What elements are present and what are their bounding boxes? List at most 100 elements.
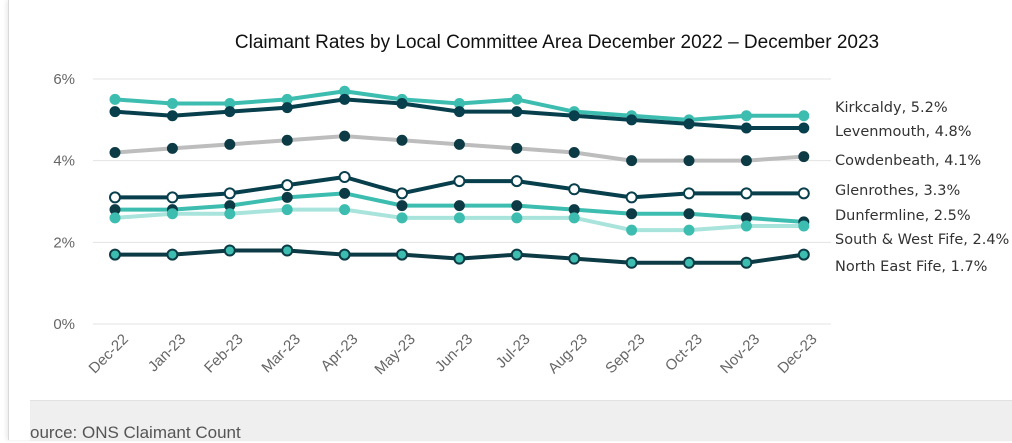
data-point xyxy=(683,208,695,220)
x-tick-label: Dec-23 xyxy=(774,331,820,377)
series-label: Glenrothes, 3.3% xyxy=(835,183,960,199)
data-point xyxy=(396,212,408,224)
data-point xyxy=(281,102,293,114)
series-label: North East Fife, 1.7% xyxy=(835,259,987,275)
data-point xyxy=(798,110,810,122)
data-point xyxy=(281,244,294,257)
data-point xyxy=(568,212,580,224)
x-tick-label: Apr-23 xyxy=(318,331,362,375)
data-point xyxy=(453,200,465,212)
x-tick-label: Feb-23 xyxy=(201,331,247,377)
data-point xyxy=(281,134,293,146)
data-point xyxy=(339,187,351,199)
data-point xyxy=(453,106,465,118)
data-point xyxy=(626,155,638,167)
y-tick-label: 0% xyxy=(53,316,75,333)
data-point xyxy=(568,252,581,265)
line-chart: Claimant Rates by Local Committee Area D… xyxy=(53,32,1009,378)
series-label: South & West Fife, 2.4% xyxy=(835,232,1009,248)
data-point xyxy=(511,93,523,105)
data-point xyxy=(224,208,236,220)
data-point xyxy=(568,147,580,158)
x-tick-label: Oct-23 xyxy=(662,331,706,375)
data-point xyxy=(223,187,236,200)
data-point xyxy=(281,179,294,192)
series-label: Cowdenbeath, 4.1% xyxy=(835,153,981,169)
data-point xyxy=(625,256,638,269)
data-point xyxy=(109,106,121,118)
data-point xyxy=(683,224,695,236)
data-point xyxy=(396,98,408,109)
data-point xyxy=(166,191,179,204)
data-point xyxy=(683,187,695,200)
data-point xyxy=(740,110,752,122)
data-point xyxy=(568,110,580,122)
chart-frame: Claimant Rates by Local Committee Area D… xyxy=(8,0,1012,440)
data-point xyxy=(224,138,236,150)
data-point xyxy=(510,175,523,188)
data-point xyxy=(166,110,178,122)
data-point xyxy=(453,138,465,150)
data-point xyxy=(568,183,581,196)
data-point xyxy=(625,191,638,204)
x-tick-label: Mar-23 xyxy=(258,331,304,377)
chart-title: Claimant Rates by Local Committee Area D… xyxy=(235,32,879,53)
data-point xyxy=(797,248,810,261)
data-point xyxy=(109,191,121,204)
data-point xyxy=(109,248,121,261)
data-point xyxy=(510,248,523,261)
y-tick-label: 4% xyxy=(53,153,75,170)
y-tick-label: 2% xyxy=(53,234,75,251)
data-point xyxy=(109,93,121,105)
x-tick-label: Jul-23 xyxy=(493,331,534,372)
data-point xyxy=(683,155,695,167)
data-point xyxy=(396,248,408,261)
data-point xyxy=(511,212,523,224)
data-point xyxy=(396,134,408,146)
data-point xyxy=(339,93,351,105)
source-footer: ource: ONS Claimant Count xyxy=(30,400,1012,442)
data-point xyxy=(281,191,293,203)
data-point xyxy=(740,155,752,167)
data-point xyxy=(683,118,695,130)
data-point xyxy=(396,200,408,212)
x-tick-label: Aug-23 xyxy=(545,331,591,377)
series-label: Dunfermline, 2.5% xyxy=(835,208,971,224)
x-tick-label: Sep-23 xyxy=(602,331,648,377)
data-point xyxy=(626,224,638,236)
data-point xyxy=(339,130,351,142)
data-point xyxy=(626,114,638,126)
data-point xyxy=(396,187,408,200)
y-tick-label: 6% xyxy=(53,71,75,88)
data-point xyxy=(740,187,753,200)
data-point xyxy=(453,175,466,188)
data-point xyxy=(281,204,293,216)
data-point xyxy=(166,98,178,109)
data-point xyxy=(798,151,810,163)
data-point xyxy=(166,142,178,154)
data-point xyxy=(798,122,810,134)
x-tick-label: May-23 xyxy=(371,331,418,378)
data-point xyxy=(453,212,465,224)
x-tick-label: Nov-23 xyxy=(717,331,763,377)
data-point xyxy=(626,208,638,220)
data-point xyxy=(338,248,351,261)
data-point xyxy=(511,106,523,118)
data-point xyxy=(797,187,810,200)
data-point xyxy=(224,106,236,118)
data-point xyxy=(453,252,466,265)
data-point xyxy=(683,256,695,269)
data-point xyxy=(798,220,810,232)
data-point xyxy=(109,212,121,224)
data-point xyxy=(166,208,178,220)
data-point xyxy=(740,122,752,134)
data-point xyxy=(339,204,351,216)
data-point xyxy=(511,200,523,212)
source-text: ource: ONS Claimant Count xyxy=(30,423,241,442)
series-label: Kirkcaldy, 5.2% xyxy=(835,100,948,116)
x-tick-label: Dec-22 xyxy=(86,331,132,377)
data-point xyxy=(740,220,752,232)
data-point xyxy=(511,142,523,154)
data-point xyxy=(109,147,121,158)
data-point xyxy=(166,248,179,261)
